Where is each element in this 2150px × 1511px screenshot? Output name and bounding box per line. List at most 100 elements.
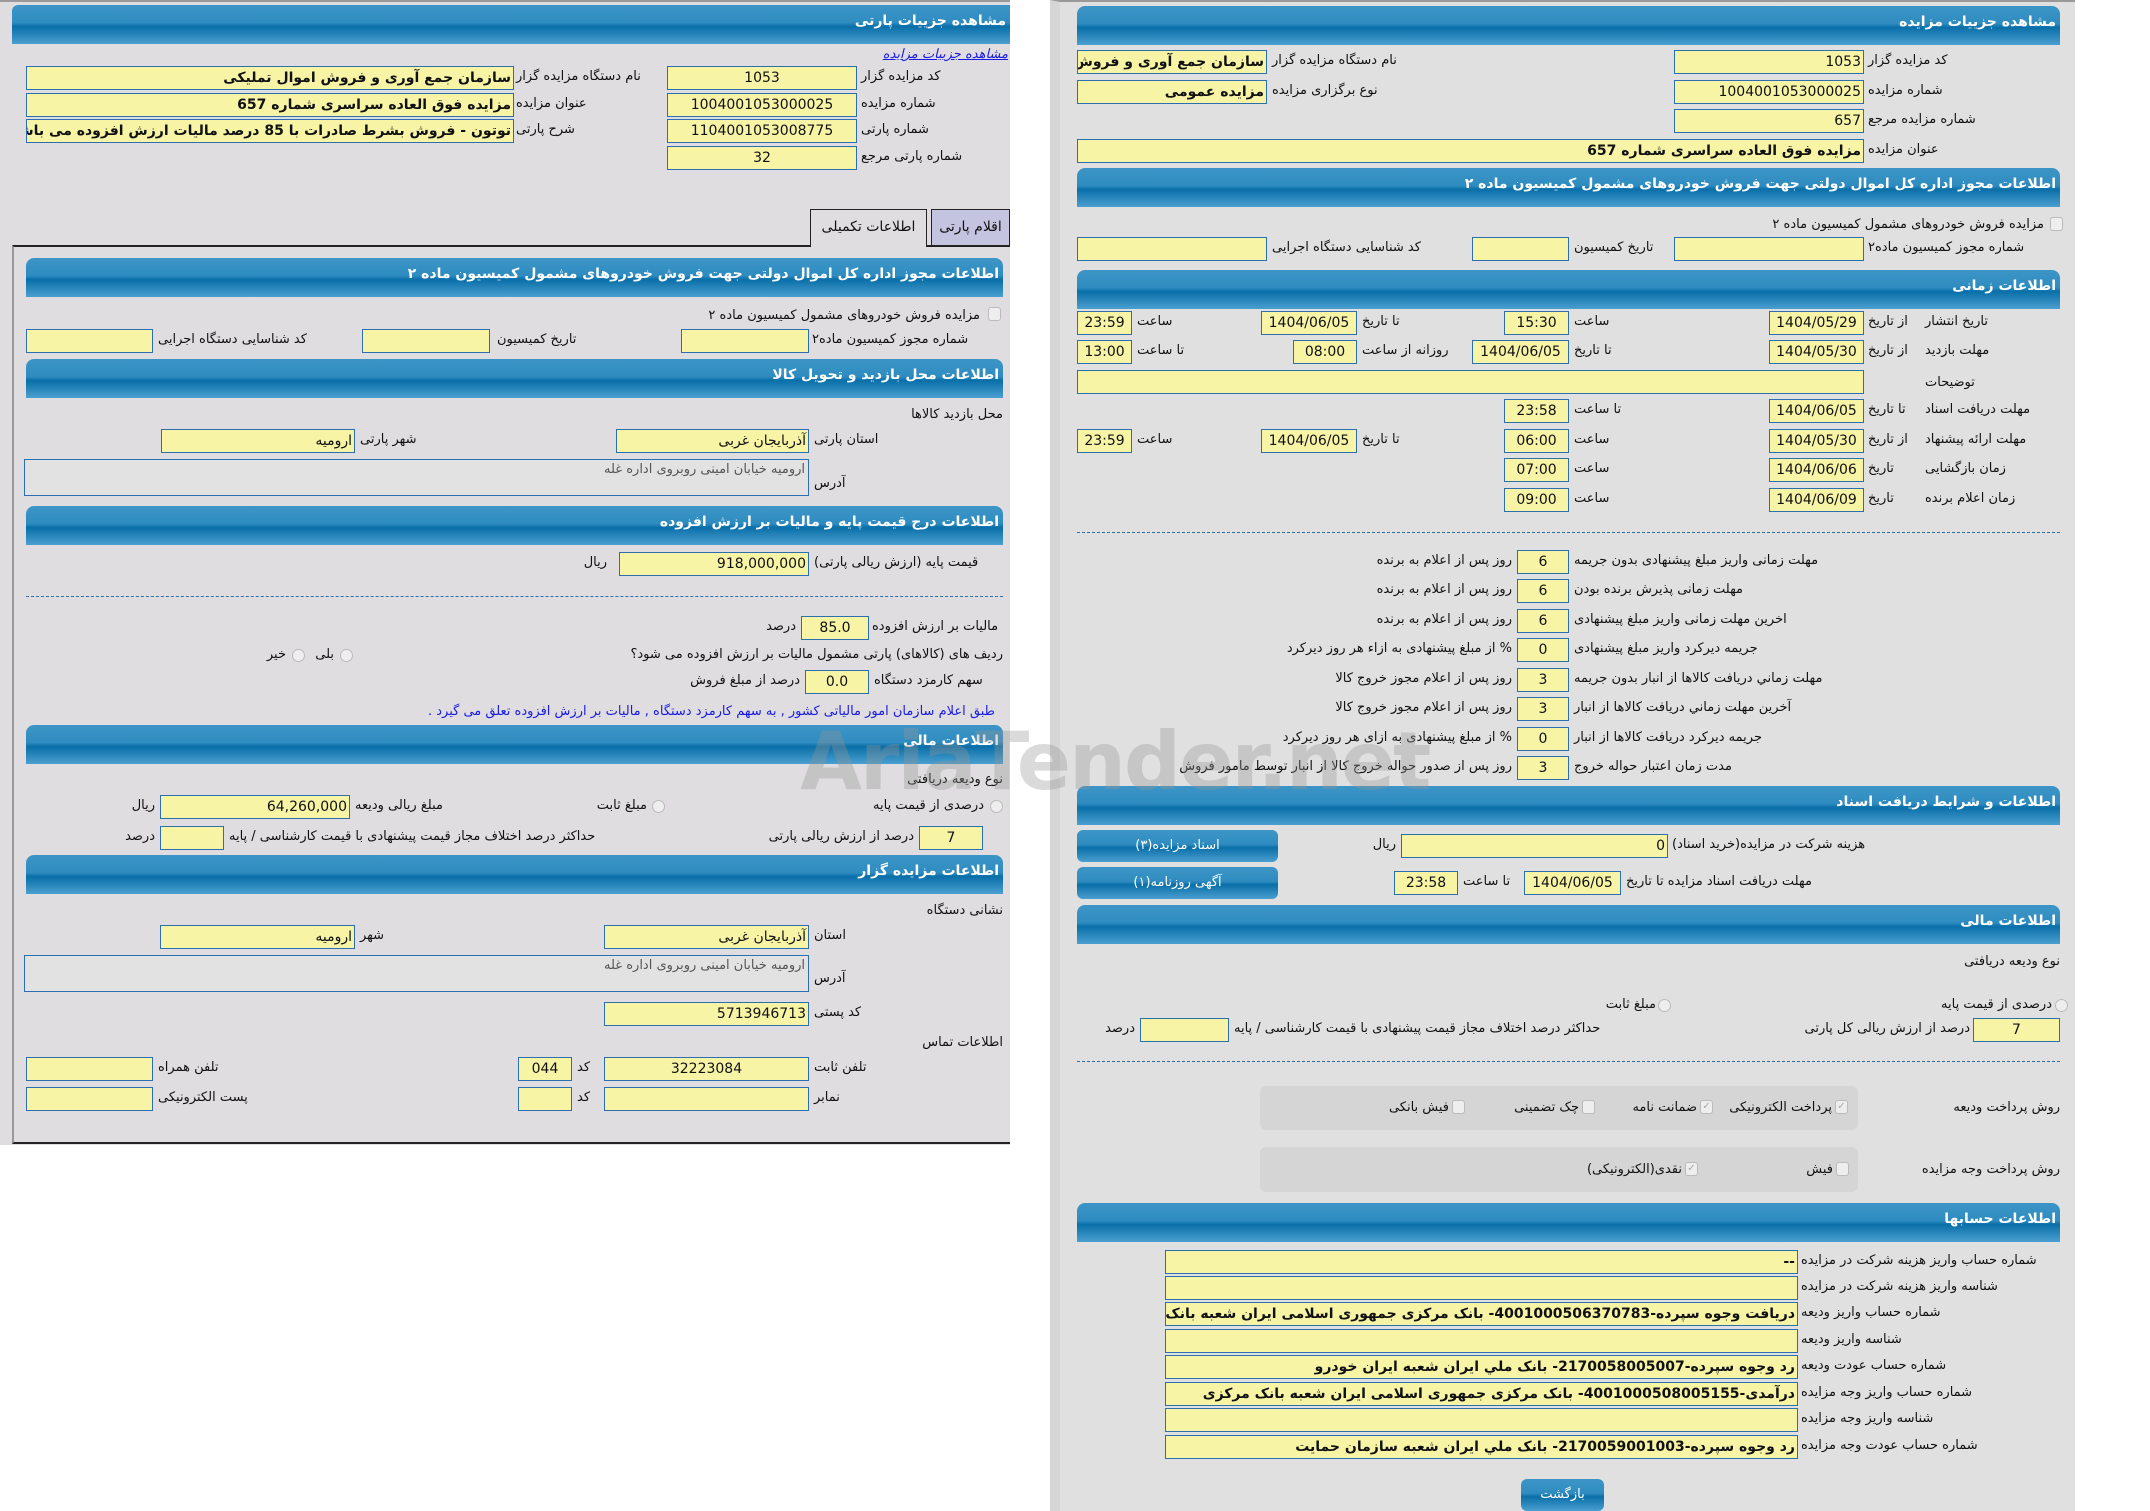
lot-details-panel bbox=[0, 0, 1010, 1145]
auction-details-header: مشاهده جزییات مزایده bbox=[1077, 6, 2060, 45]
pay-option-checkbox[interactable] bbox=[1836, 1162, 1849, 1176]
permit-section-header: اطلاعات مجوز اداره کل اموال دولتی جهت فر… bbox=[26, 258, 1003, 297]
deadline-label: جریمه دیرکرد واریز مبلغ پیشنهادی bbox=[1574, 641, 1758, 656]
fax-code-field bbox=[518, 1087, 572, 1111]
publish-to-time: 23:59 bbox=[1077, 311, 1132, 335]
deadline-suffix: روز پس از اعلام به برنده bbox=[1376, 553, 1512, 568]
r-ref-number-field: 657 bbox=[1674, 109, 1864, 133]
deadline-suffix: روز پس از اعلام به برنده bbox=[1376, 582, 1512, 597]
org-city-label: شهر bbox=[360, 928, 385, 943]
publish-from-date: 1404/05/29 bbox=[1769, 311, 1864, 335]
notes-label: توضیحات bbox=[1925, 375, 1975, 390]
notes-field bbox=[1077, 370, 1864, 394]
r-auction-number-label: شماره مزایده bbox=[1868, 83, 1943, 98]
offer-label: مهلت ارائه پیشنهاد bbox=[1925, 432, 2027, 447]
auction-details-link[interactable]: مشاهده جزییات مزایده bbox=[882, 47, 1008, 62]
ref-lot-field: 32 bbox=[667, 146, 857, 170]
vat-no-radio[interactable] bbox=[292, 649, 305, 662]
auction-docs-button[interactable]: اسناد مزایده(۳) bbox=[1077, 830, 1278, 862]
percent-option-label: درصدی از قیمت پایه bbox=[873, 798, 984, 813]
winner-time-label: ساعت bbox=[1574, 491, 1610, 506]
deadline-value: 3 bbox=[1517, 668, 1569, 692]
r-finance-header: اطلاعات مالی bbox=[1077, 905, 2060, 944]
winner-time: 09:00 bbox=[1504, 488, 1569, 512]
vat-no-label: خیر bbox=[266, 647, 286, 662]
base-price-field: 918,000,000 bbox=[619, 552, 809, 576]
newspaper-ad-button[interactable]: آگهی روزنامه(۱) bbox=[1077, 867, 1278, 899]
offer-from-date: 1404/05/30 bbox=[1769, 429, 1864, 453]
price-section-header: اطلاعات درج قیمت پایه و مالیات بر ارزش ا… bbox=[26, 506, 1003, 545]
auctioneer-code-field: 1053 bbox=[667, 66, 857, 90]
phone-label: تلفن ثابت bbox=[814, 1060, 867, 1075]
r-percent-radio[interactable] bbox=[2055, 999, 2068, 1012]
offer-to-date: 1404/06/05 bbox=[1261, 429, 1357, 453]
participation-cost-field: 0 bbox=[1401, 834, 1668, 858]
tab-extra-info[interactable]: اطلاعات تکمیلی bbox=[810, 209, 927, 247]
deadline-label: مدت زمان اعتبار حواله خروج bbox=[1574, 759, 1732, 774]
offer-time-label: ساعت bbox=[1574, 432, 1610, 447]
account-value: -- bbox=[1165, 1250, 1798, 1274]
publish-to-date: 1404/06/05 bbox=[1261, 311, 1357, 335]
max-diff-label: حداکثر درصد اختلاف مجاز قیمت پیشنهادی با… bbox=[229, 829, 596, 844]
deposit-option-checkbox[interactable] bbox=[1582, 1100, 1595, 1114]
deposit-option-checkbox[interactable] bbox=[1452, 1100, 1465, 1114]
account-value bbox=[1165, 1408, 1798, 1432]
pay-option-checkbox[interactable]: ✓ bbox=[1685, 1162, 1698, 1176]
auctioneer-section-header: اطلاعات مزایده گزار bbox=[26, 855, 1003, 894]
lot-number-field: 1104001053008775 bbox=[667, 119, 857, 143]
deposit-percent-field: 7 bbox=[919, 826, 983, 850]
r-fixed-radio[interactable] bbox=[1658, 999, 1671, 1012]
org-province-field: آذربایجان غربی bbox=[604, 925, 809, 949]
deposit-option-checkbox[interactable]: ✓ bbox=[1835, 1100, 1848, 1114]
auctioneer-code-label: کد مزایده گزار bbox=[861, 69, 941, 84]
permit-checkbox[interactable] bbox=[988, 307, 1001, 321]
fixed-option-label: مبلغ ثابت bbox=[596, 798, 647, 813]
back-button[interactable]: بازگشت bbox=[1521, 1479, 1604, 1511]
time-section-header: اطلاعات زمانی bbox=[1077, 270, 2060, 309]
vat-yes-radio[interactable] bbox=[340, 649, 353, 662]
r-permit-checkbox[interactable] bbox=[2050, 217, 2063, 231]
r-deposit-type-label: نوع ودیعه دریافتی bbox=[1964, 954, 2060, 969]
visit-label: مهلت بازدید bbox=[1925, 343, 1990, 358]
auction-number-label: شماره مزایده bbox=[861, 96, 936, 111]
org-address-label: آدرس bbox=[814, 971, 846, 986]
commission-date-field bbox=[362, 329, 490, 353]
divider bbox=[26, 596, 1003, 597]
participation-cost-unit: ریال bbox=[1372, 837, 1396, 852]
deadline-label: اخرین مهلت زمانی واریز مبلغ پیشنهادی bbox=[1574, 612, 1787, 627]
deadline-label: جریمه دیرکرد دریافت کالاها از انبار bbox=[1574, 730, 1762, 745]
docs-time-label: تا ساعت bbox=[1574, 402, 1622, 417]
visit-from-date: 1404/05/30 bbox=[1769, 340, 1864, 364]
lot-address-label: آدرس bbox=[814, 476, 846, 491]
percent-radio[interactable] bbox=[990, 800, 1003, 813]
deadline-label: آخرين مهلت زماني دريافت کالاها از انبار bbox=[1574, 700, 1792, 715]
auction-number-field: 1004001053000025 bbox=[667, 93, 857, 117]
lot-province-field: آذربایجان غربی bbox=[616, 429, 809, 453]
account-label: شماره حساب عودت ودیعه bbox=[1801, 1358, 1947, 1373]
publish-to-time-label: ساعت bbox=[1137, 314, 1173, 329]
account-value: رد وجوه سپرده-2170058005007- بانک ملي اي… bbox=[1165, 1355, 1798, 1379]
opening-time-label: ساعت bbox=[1574, 461, 1610, 476]
opening-label: زمان بازگشایی bbox=[1925, 461, 2006, 476]
deposit-type-label: نوع ودیعه دریافتی bbox=[907, 772, 1003, 787]
email-label: پست الکترونیکی bbox=[158, 1090, 248, 1105]
r-permit-number-label: شماره مجوز کمیسیون ماده۲ bbox=[1868, 240, 2025, 255]
r-auction-title-field: مزایده فوق العاده سراسری شماره 657 bbox=[1077, 139, 1864, 163]
lot-description-label: شرح پارتی bbox=[516, 122, 575, 137]
deadline-value: 3 bbox=[1517, 756, 1569, 780]
deposit-option-checkbox[interactable]: ✓ bbox=[1700, 1100, 1713, 1114]
vat-unit: درصد bbox=[766, 619, 796, 634]
account-value bbox=[1165, 1276, 1798, 1300]
vat-field: 85.0 bbox=[801, 616, 869, 640]
tax-note: طبق اعلام سازمان امور مالیاتی کشور , به … bbox=[427, 704, 995, 719]
commission-share-suffix: درصد از مبلغ فروش bbox=[690, 673, 800, 688]
tab-lot-items[interactable]: اقلام پارتی bbox=[931, 209, 1010, 245]
permit-number-label: شماره مجوز کمیسیون ماده۲ bbox=[812, 332, 969, 347]
fax-code-label: کد bbox=[577, 1090, 591, 1105]
participation-cost-label: هزینه شرکت در مزایده(خرید اسناد) bbox=[1672, 837, 1866, 852]
r-org-name-label: نام دستگاه مزایده گزار bbox=[1272, 53, 1397, 68]
fixed-radio[interactable] bbox=[652, 800, 665, 813]
account-label: شماره حساب عودت وجه مزایده bbox=[1801, 1438, 1978, 1453]
publish-label: تاریخ انتشار bbox=[1925, 314, 1988, 329]
visit-daily-label: روزانه از ساعت bbox=[1362, 343, 1449, 358]
